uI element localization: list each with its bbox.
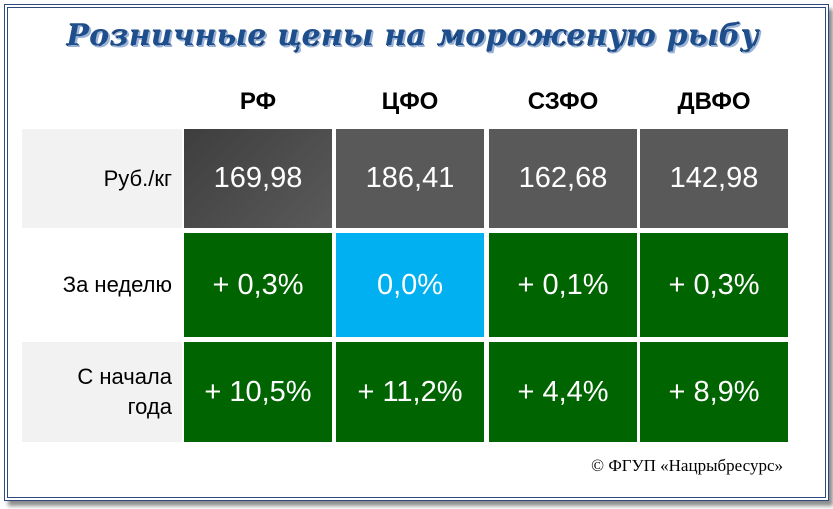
column-header-cfo: ЦФО xyxy=(381,88,439,115)
week-cell-rf: + 0,3% xyxy=(184,233,332,337)
column-header-szfo: СЗФО xyxy=(527,88,599,115)
week-cell-cfo: 0,0% xyxy=(336,233,484,337)
page-title: Розничные цены на мороженую рыбу xyxy=(66,18,759,53)
price-cell-dvfo: 142,98 xyxy=(640,129,788,228)
ytd-cell-dvfo: + 8,9% xyxy=(640,342,788,442)
source-credit: © ФГУП «Нацрыбресурс» xyxy=(591,456,783,475)
row-label-ytd-line1: С начала xyxy=(77,364,172,390)
row-label-ytd: С начала года xyxy=(22,342,182,442)
ytd-cell-rf: + 10,5% xyxy=(184,342,332,442)
column-header-rf: РФ xyxy=(239,88,277,115)
row-label-week-text: За неделю xyxy=(62,272,172,298)
row-label-price: Руб./кг xyxy=(22,129,182,228)
week-cell-dvfo: + 0,3% xyxy=(640,233,788,337)
price-cell-cfo: 186,41 xyxy=(336,129,484,228)
ytd-cell-szfo: + 4,4% xyxy=(489,342,637,442)
row-label-price-text: Руб./кг xyxy=(103,165,172,191)
price-cell-rf: 169,98 xyxy=(184,129,332,228)
week-cell-szfo: + 0,1% xyxy=(489,233,637,337)
price-cell-szfo: 162,68 xyxy=(489,129,637,228)
ytd-cell-cfo: + 11,2% xyxy=(336,342,484,442)
row-label-ytd-line2: года xyxy=(127,394,172,419)
row-label-week: За неделю xyxy=(22,233,182,337)
column-header-dvfo: ДВФО xyxy=(677,88,751,115)
